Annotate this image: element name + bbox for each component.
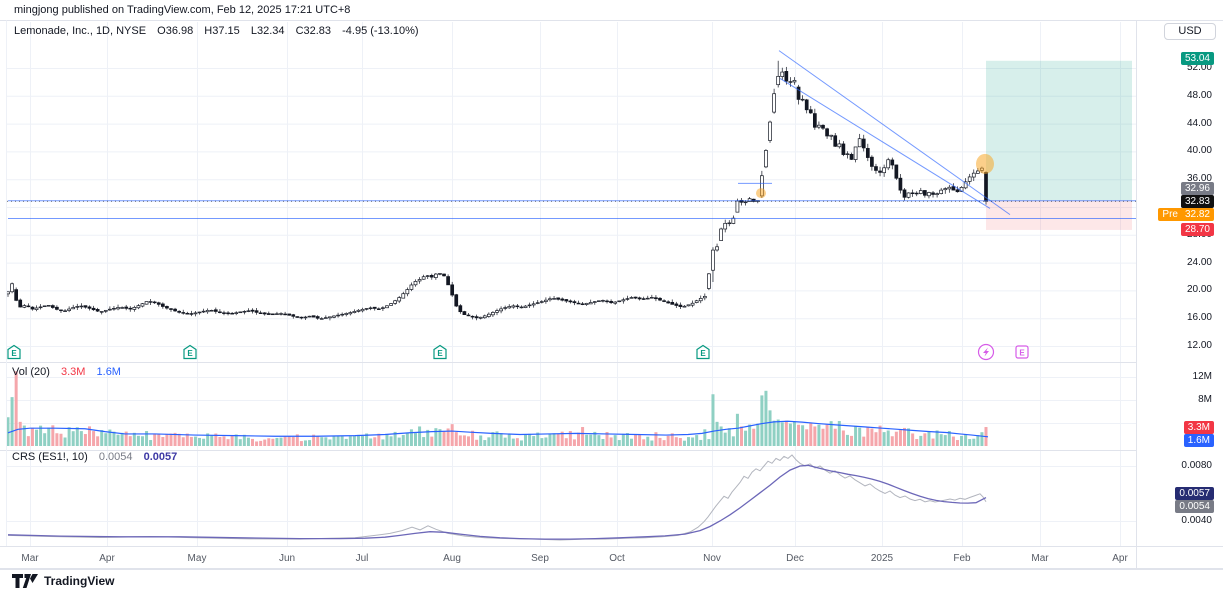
time-axis-label-Sep: Sep	[531, 553, 549, 564]
volume-badge-3.3M: 3.3M	[1183, 421, 1214, 434]
earnings-marker-icon	[7, 344, 21, 360]
price-axis-label: 20.00	[1186, 284, 1212, 296]
volume-badge-1.6M: 1.6M	[1183, 434, 1214, 447]
time-axis-label-Jul: Jul	[355, 553, 369, 564]
volume-legend[interactable]: Vol (20) 3.3M 1.6M	[12, 366, 129, 378]
ohlc-close: C32.83	[295, 25, 332, 37]
svg-text:E: E	[187, 349, 193, 358]
volume-legend-label: Vol (20)	[12, 366, 50, 378]
footer: TradingView	[0, 569, 1223, 592]
badge-value: 32.96	[1184, 183, 1210, 194]
time-axis-label-Nov: Nov	[703, 553, 721, 564]
price-axis-label: 16.00	[1186, 312, 1212, 324]
earnings-marker-icon	[696, 344, 710, 360]
crs-legend[interactable]: CRS (ES1!, 10) 0.0054 0.0057	[12, 451, 185, 463]
price-badge-53.04: 53.04	[1180, 52, 1214, 65]
earnings-marker-icon	[433, 344, 447, 360]
currency-button[interactable]: USD	[1164, 23, 1216, 40]
volume-axis-label: 12M	[1192, 371, 1212, 382]
time-axis-label-Mar: Mar	[1031, 553, 1049, 564]
price-axis-label: 52.00	[1186, 62, 1212, 73]
price-badge-32.96: 32.96	[1180, 182, 1214, 195]
earnings-marker-icon	[183, 344, 197, 360]
badge-value: 0.0054	[1179, 501, 1210, 512]
time-axis-label-May: May	[187, 553, 207, 564]
ohlc-low: L32.34	[250, 25, 285, 37]
crs-badge-0.0057: 0.0057	[1175, 487, 1214, 500]
time-axis-label-Jun: Jun	[278, 553, 296, 564]
badge-value: 53.04	[1184, 53, 1210, 64]
time-axis-label-Apr: Apr	[1112, 553, 1128, 564]
premarket-label: Pre	[1162, 209, 1178, 220]
time-axis-label-Apr: Apr	[99, 553, 115, 564]
badge-value: 32.82	[1184, 209, 1210, 220]
crs-raw-value: 0.0054	[98, 451, 133, 463]
price-badge-28.70: 28.70	[1180, 223, 1214, 236]
symbol-legend[interactable]: Lemonade, Inc., 1D, NYSE O36.98 H37.15 L…	[14, 25, 427, 37]
time-axis-label-Aug: Aug	[443, 553, 461, 564]
crs-badge-0.0054: 0.0054	[1175, 500, 1214, 513]
price-axis-label: 12.00	[1186, 340, 1212, 351]
volume-axis-label: 8M	[1198, 394, 1212, 405]
crs-axis-label: 0.0080	[1181, 460, 1212, 471]
gridlines	[7, 22, 1136, 546]
time-axis-label-2025: 2025	[870, 553, 894, 564]
volume-ma-value: 1.6M	[96, 366, 121, 378]
badge-value: 32.83	[1184, 196, 1210, 207]
badge-value: 3.3M	[1187, 422, 1210, 433]
price-badge-32.83: 32.83	[1180, 195, 1214, 208]
crs-legend-label: CRS (ES1!, 10)	[12, 451, 88, 463]
ohlc-open: O36.98	[157, 25, 194, 37]
ohlc-change: -4.95 (-13.10%)	[342, 25, 419, 37]
crs-smooth-value: 0.0057	[143, 451, 178, 463]
upcoming-earnings-marker-icon	[1015, 345, 1029, 359]
symbol-title: Lemonade, Inc., 1D, NYSE	[14, 25, 147, 37]
badge-value: 1.6M	[1187, 435, 1210, 446]
time-axis-label-Mar: Mar	[21, 553, 39, 564]
svg-text:E: E	[1019, 349, 1025, 358]
candlestick-series	[6, 60, 988, 321]
price-badge-32.82: Pre 32.82	[1158, 208, 1214, 221]
time-axis-label-Oct: Oct	[609, 553, 625, 564]
badge-value: 28.70	[1184, 224, 1210, 235]
price-axis-label: 44.00	[1186, 117, 1212, 129]
pane-separators	[0, 20, 1223, 569]
volume-ma-line	[7, 420, 989, 438]
position-box	[986, 60, 1132, 230]
price-axis-label: 36.00	[1186, 173, 1212, 185]
svg-text:E: E	[437, 349, 443, 358]
brand-name: TradingView	[44, 574, 115, 588]
volume-current-value: 3.3M	[60, 366, 86, 378]
tradingview-logo-icon[interactable]	[12, 574, 38, 588]
crs-series	[7, 454, 987, 541]
svg-text:E: E	[700, 349, 706, 358]
svg-text:E: E	[11, 349, 17, 358]
price-axis-label: 24.00	[1186, 256, 1212, 268]
crs-axis-label: 0.0040	[1181, 515, 1212, 526]
time-axis-label-Feb: Feb	[953, 553, 971, 564]
badge-value: 0.0057	[1179, 488, 1210, 499]
time-axis-label-Dec: Dec	[786, 553, 804, 564]
price-axis-label: 40.00	[1186, 145, 1212, 157]
price-axis-label: 48.00	[1186, 89, 1212, 101]
drawings	[7, 50, 1136, 219]
volume-series	[6, 371, 988, 446]
attribution-text: mingjong published on TradingView.com, F…	[14, 4, 351, 16]
ohlc-high: H37.15	[204, 25, 240, 37]
